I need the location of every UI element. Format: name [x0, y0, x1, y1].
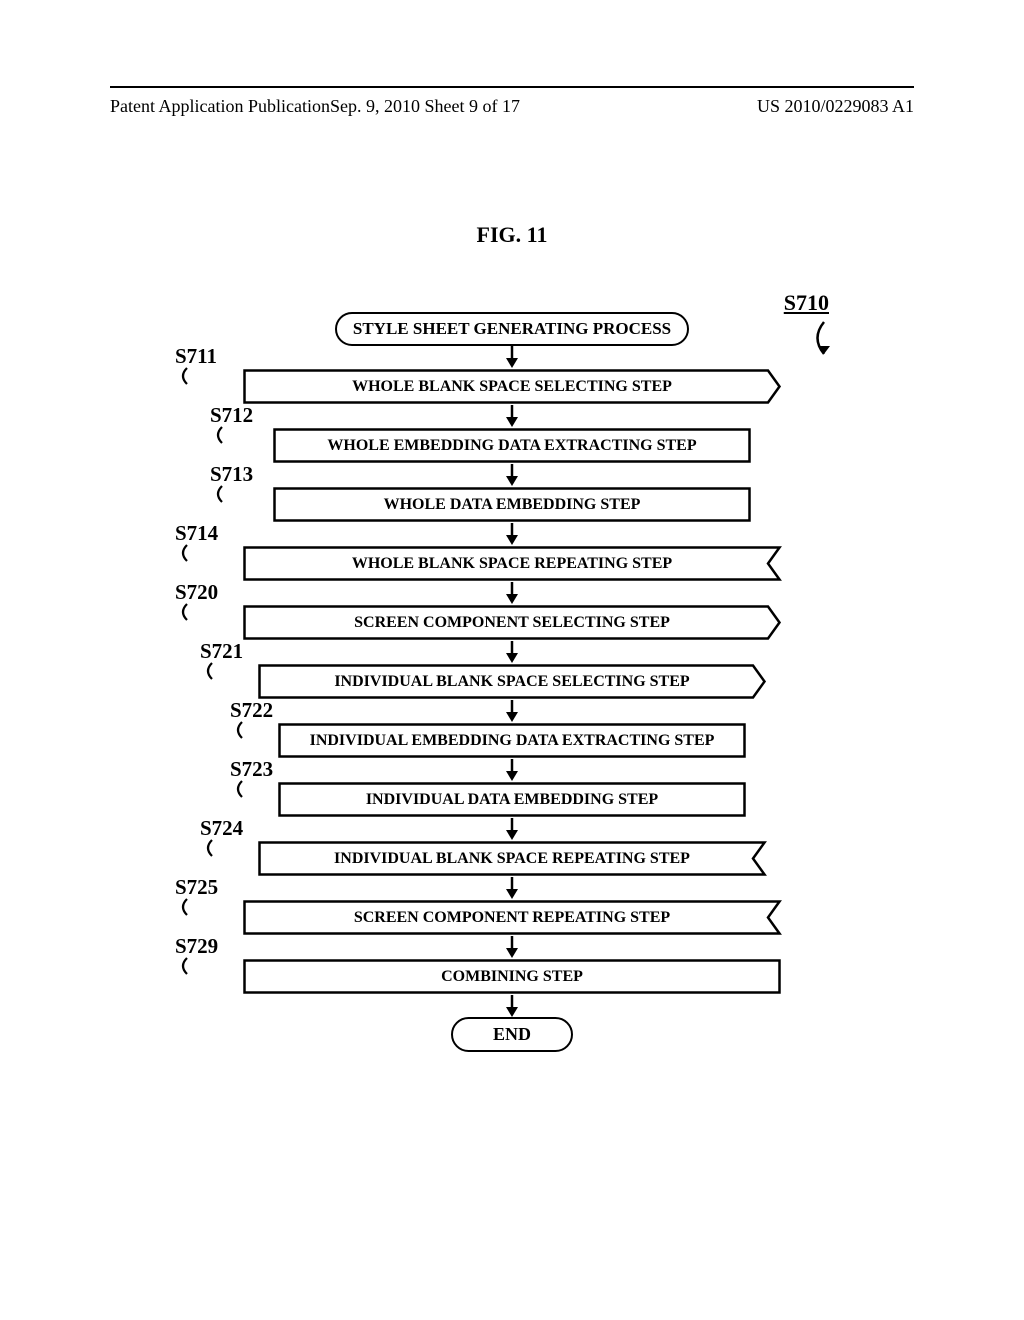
- step-S721: INDIVIDUAL BLANK SPACE SELECTING STEP: [257, 663, 767, 700]
- step-text: WHOLE EMBEDDING DATA EXTRACTING STEP: [272, 427, 752, 464]
- step-text: INDIVIDUAL BLANK SPACE SELECTING STEP: [257, 663, 767, 700]
- flow-arrow: [502, 523, 522, 545]
- header-rule: [110, 86, 914, 88]
- terminator-end: END: [451, 1017, 573, 1052]
- step-S712: WHOLE EMBEDDING DATA EXTRACTING STEP: [272, 427, 752, 464]
- header-center-text: Sep. 9, 2010 Sheet 9 of 17: [330, 96, 520, 117]
- flow-arrow: [502, 936, 522, 958]
- flow-arrow: [502, 582, 522, 604]
- label-tick-S729: [177, 956, 199, 978]
- step-S711: WHOLE BLANK SPACE SELECTING STEP: [242, 368, 782, 405]
- label-tick-S724: [202, 838, 224, 860]
- flow-arrow: [502, 818, 522, 840]
- terminator-start: STYLE SHEET GENERATING PROCESS: [335, 312, 689, 346]
- step-text: WHOLE DATA EMBEDDING STEP: [272, 486, 752, 523]
- label-tick-S725: [177, 897, 199, 919]
- flow-arrow: [502, 405, 522, 427]
- step-text: INDIVIDUAL EMBEDDING DATA EXTRACTING STE…: [277, 722, 747, 759]
- label-tick-S723: [232, 779, 254, 801]
- flow-arrow: [502, 346, 522, 368]
- step-S713: WHOLE DATA EMBEDDING STEP: [272, 486, 752, 523]
- step-text: INDIVIDUAL DATA EMBEDDING STEP: [277, 781, 747, 818]
- step-S722: INDIVIDUAL EMBEDDING DATA EXTRACTING STE…: [277, 722, 747, 759]
- step-text: WHOLE BLANK SPACE SELECTING STEP: [242, 368, 782, 405]
- step-text: SCREEN COMPONENT REPEATING STEP: [242, 899, 782, 936]
- step-S723: INDIVIDUAL DATA EMBEDDING STEP: [277, 781, 747, 818]
- header-left-text: Patent Application Publication: [110, 96, 330, 117]
- flow-arrow: [502, 464, 522, 486]
- label-tick-S713: [212, 484, 234, 506]
- step-text: SCREEN COMPONENT SELECTING STEP: [242, 604, 782, 641]
- flow-arrow: [502, 877, 522, 899]
- label-tick-S722: [232, 720, 254, 742]
- step-text: INDIVIDUAL BLANK SPACE REPEATING STEP: [257, 840, 767, 877]
- step-S725: SCREEN COMPONENT REPEATING STEP: [242, 899, 782, 936]
- flow-arrow: [502, 995, 522, 1017]
- label-tick-S712: [212, 425, 234, 447]
- step-S714: WHOLE BLANK SPACE REPEATING STEP: [242, 545, 782, 582]
- flow-arrow: [502, 759, 522, 781]
- flow-column: STYLE SHEET GENERATING PROCESS WHOLE BLAN…: [0, 312, 1024, 1052]
- step-text: WHOLE BLANK SPACE REPEATING STEP: [242, 545, 782, 582]
- flow-arrow: [502, 641, 522, 663]
- label-tick-S711: [177, 366, 199, 388]
- header-right-text: US 2010/0229083 A1: [757, 96, 914, 117]
- step-S720: SCREEN COMPONENT SELECTING STEP: [242, 604, 782, 641]
- step-text: COMBINING STEP: [242, 958, 782, 995]
- label-tick-S720: [177, 602, 199, 624]
- label-tick-S721: [202, 661, 224, 683]
- step-S724: INDIVIDUAL BLANK SPACE REPEATING STEP: [257, 840, 767, 877]
- flow-arrow: [502, 700, 522, 722]
- figure-title: FIG. 11: [0, 222, 1024, 248]
- page: Patent Application Publication Sep. 9, 2…: [0, 0, 1024, 1320]
- label-tick-S714: [177, 543, 199, 565]
- step-S729: COMBINING STEP: [242, 958, 782, 995]
